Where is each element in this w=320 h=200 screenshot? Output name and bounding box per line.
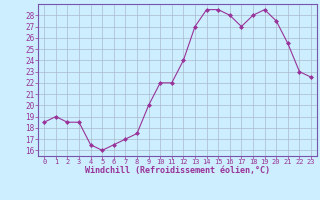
X-axis label: Windchill (Refroidissement éolien,°C): Windchill (Refroidissement éolien,°C) bbox=[85, 166, 270, 175]
